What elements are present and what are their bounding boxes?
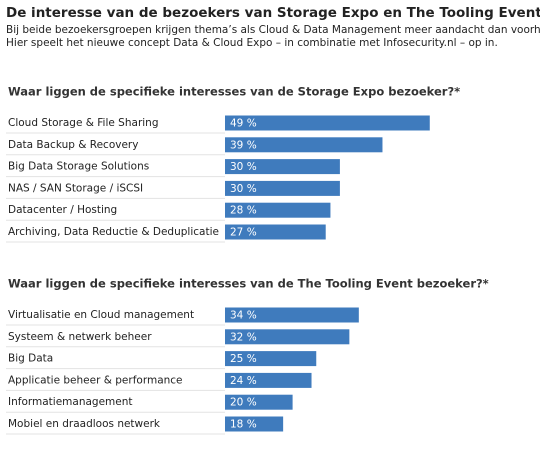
value-label: 30 % [230,161,257,173]
value-label: 28 % [230,205,257,217]
bar [225,159,340,175]
category-label: Big Data Storage Solutions [8,161,149,173]
value-label: 18 % [230,419,257,431]
title: De interesse van de bezoekers van Storag… [6,5,540,21]
bar [225,329,350,345]
value-label: 30 % [230,183,257,195]
category-label: Systeem & netwerk beheer [8,331,152,343]
category-label: Virtualisatie en Cloud management [8,309,194,321]
bar [225,307,359,323]
value-label: 34 % [230,310,257,322]
chart-title: Waar liggen de specifieke interesses van… [8,85,460,99]
bar [225,351,317,367]
category-label: Cloud Storage & File Sharing [8,117,159,129]
bar [225,372,312,388]
value-label: 32 % [230,331,257,343]
category-label: NAS / SAN Storage / iSCSI [8,182,143,194]
category-label: Applicatie beheer & performance [8,374,183,386]
value-label: 27 % [230,227,257,239]
bar [225,137,383,153]
bar [225,115,430,131]
category-label: Big Data [8,353,53,365]
category-label: Datacenter / Hosting [8,204,117,216]
bar [225,224,326,240]
value-label: 20 % [230,397,257,409]
category-label: Informatiemanagement [8,396,133,408]
bar [225,416,284,432]
category-label: Mobiel en draadloos netwerk [8,418,161,430]
bar [225,180,340,196]
value-label: 49 % [230,118,257,130]
bar [225,394,293,410]
value-label: 25 % [230,353,257,365]
category-label: Archiving, Data Reductie & Deduplicatie [8,226,219,238]
chart-title: Waar liggen de specifieke interesses van… [8,277,489,291]
bar [225,202,331,218]
value-label: 39 % [230,139,257,151]
value-label: 24 % [230,375,257,387]
category-label: Data Backup & Recovery [8,139,138,151]
subtitle: Hier speelt het nieuwe concept Data & Cl… [6,37,498,49]
subtitle: Bij beide bezoekersgroepen krijgen thema… [6,24,540,36]
